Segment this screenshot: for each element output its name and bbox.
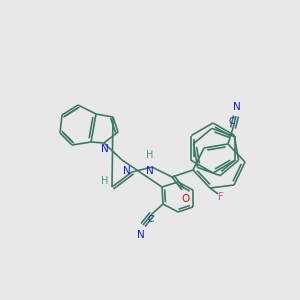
Text: F: F — [218, 192, 224, 202]
Text: O: O — [181, 194, 189, 204]
Text: H: H — [146, 150, 154, 160]
Text: N: N — [101, 144, 109, 154]
Text: N: N — [233, 102, 241, 112]
Text: N: N — [146, 166, 154, 176]
Text: H: H — [101, 176, 109, 186]
Text: N: N — [137, 230, 145, 240]
Text: N: N — [123, 166, 131, 176]
Text: C: C — [229, 116, 235, 125]
Text: C: C — [148, 214, 154, 224]
